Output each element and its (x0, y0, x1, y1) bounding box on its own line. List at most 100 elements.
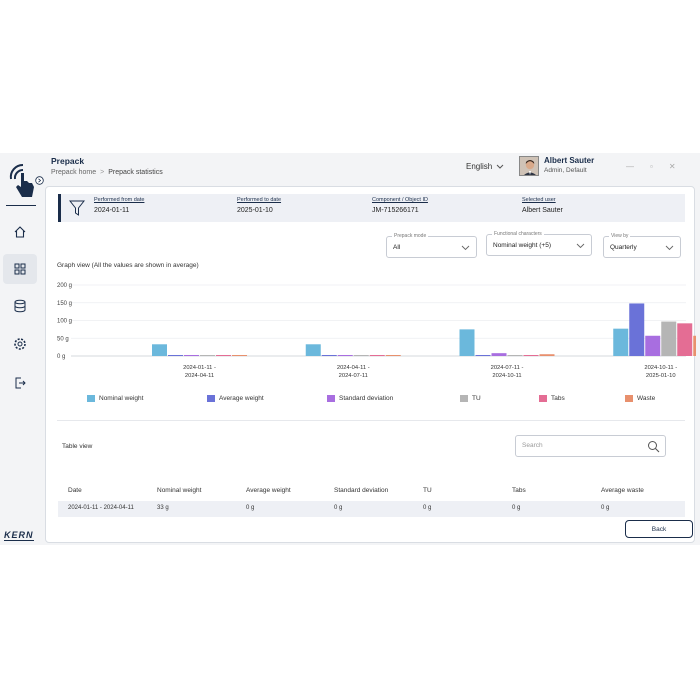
performed-to-label: Performed to date (237, 197, 282, 203)
search-box[interactable] (515, 435, 666, 457)
performed-to: Performed to date 2025-01-10 (237, 197, 281, 214)
view-by-select[interactable]: View by Quarterly (603, 233, 681, 258)
legend-label: Nominal weight (99, 395, 144, 402)
legend-item[interactable]: Average weight (207, 395, 264, 402)
table-cell: 0 g (423, 505, 432, 511)
app-window: KERN Prepack Prepack home > Prepack stat… (0, 153, 700, 545)
legend-item[interactable]: Standard deviation (327, 395, 393, 402)
bar-tu[interactable] (507, 355, 523, 356)
expand-sidebar-icon[interactable] (35, 176, 44, 185)
prepack-mode-label: Prepack mode (392, 233, 429, 239)
bar-tabs[interactable] (369, 355, 385, 356)
chevron-down-icon (576, 243, 585, 249)
nav-dashboard[interactable] (3, 254, 37, 284)
column-header: Average waste (601, 487, 644, 494)
x-tick-label: 2024-10-11 (492, 373, 521, 379)
window-controls: — ▫ ✕ (626, 162, 676, 171)
header: Prepack Prepack home > Prepack statistic… (40, 153, 700, 185)
legend-item[interactable]: Tabs (539, 395, 565, 402)
bar-nominal-weight[interactable] (459, 329, 475, 356)
table-row[interactable]: 2024-01-11 - 2024-04-11 33 g 0 g 0 g 0 g 0 g 0… (58, 501, 685, 517)
chevron-down-icon (496, 164, 504, 169)
component-value: JM-715266171 (372, 207, 419, 214)
functional-characters-select[interactable]: Functional characters Nominal weight (+5… (486, 231, 592, 256)
bar-average-weight[interactable] (475, 355, 491, 356)
column-header: Date (68, 487, 82, 494)
bar-average-weight[interactable] (321, 355, 337, 356)
y-tick-label: 200 g (57, 283, 72, 289)
bar-chart: 200 g 150 g 100 g 50 g 0 g 2024-01-11 - 2024-0… (57, 283, 696, 379)
search-input[interactable] (522, 442, 642, 449)
chart-legend: Nominal weight Average weight Standard dev… (87, 395, 687, 405)
column-header: TU (423, 487, 432, 494)
table-cell: 33 g (157, 505, 169, 511)
filter-funnel-icon[interactable] (69, 199, 85, 217)
user-photo-icon (520, 157, 538, 175)
table-cell: 0 g (246, 505, 255, 511)
bar-waste[interactable] (539, 354, 555, 356)
bar-standard-deviation[interactable] (645, 335, 661, 356)
avatar[interactable] (519, 156, 539, 176)
close-icon[interactable]: ✕ (668, 162, 676, 171)
bar-waste[interactable] (232, 355, 247, 356)
legend-item[interactable]: Nominal weight (87, 395, 143, 402)
bar-waste[interactable] (693, 335, 696, 356)
nav-home[interactable] (8, 220, 32, 244)
table-cell: 0 g (601, 505, 610, 511)
bar-average-weight[interactable] (168, 355, 183, 356)
y-tick-label: 150 g (57, 301, 72, 307)
section-divider (57, 420, 685, 421)
x-tick-label: 2024-04-11 - (337, 365, 370, 371)
brand-logo: KERN (4, 530, 34, 541)
legend-swatch (207, 395, 215, 402)
bar-tu[interactable] (200, 355, 215, 356)
selected-user-value: Albert Sauter (522, 207, 563, 214)
bar-standard-deviation[interactable] (184, 355, 199, 356)
chevron-down-icon (665, 245, 674, 251)
bar-waste[interactable] (385, 355, 401, 356)
y-tick-label: 0 g (57, 354, 65, 360)
table-title: Table view (62, 443, 93, 450)
performed-to-value: 2025-01-10 (237, 207, 273, 214)
database-icon (14, 299, 26, 313)
bar-standard-deviation[interactable] (337, 355, 353, 356)
breadcrumb-home-link[interactable]: Prepack home (51, 169, 97, 176)
language-select[interactable]: English (466, 162, 504, 171)
nav-logout[interactable] (8, 371, 32, 395)
bar-nominal-weight[interactable] (305, 344, 321, 356)
logo-divider (6, 205, 36, 206)
column-header: Nominal weight (157, 487, 202, 494)
nav-settings[interactable] (8, 332, 32, 356)
bar-tabs[interactable] (523, 355, 539, 356)
back-button[interactable]: Back (625, 520, 693, 538)
table-cell: 2024-01-11 - 2024-04-11 (68, 505, 134, 511)
legend-item[interactable]: Waste (625, 395, 655, 402)
legend-label: Standard deviation (339, 395, 394, 402)
breadcrumb-separator-icon: > (100, 169, 105, 176)
bar-average-weight[interactable] (629, 303, 645, 356)
maximize-icon[interactable]: ▫ (650, 162, 653, 171)
functional-characters-label: Functional characters (492, 231, 544, 237)
view-by-label: View by (609, 233, 631, 239)
nav-database[interactable] (8, 294, 32, 318)
selected-user-label: Selected user (522, 197, 556, 203)
settings-gear-icon (14, 338, 26, 350)
bar-nominal-weight[interactable] (613, 328, 629, 356)
bar-nominal-weight[interactable] (152, 344, 167, 356)
statistics-panel: Performed from date 2024-01-11 Performed… (45, 186, 696, 543)
legend-item[interactable]: TU (460, 395, 481, 402)
search-icon[interactable] (647, 440, 660, 453)
x-tick-label: 2024-04-11 (185, 373, 214, 379)
bar-tabs[interactable] (216, 355, 231, 356)
chevron-down-icon (461, 245, 470, 251)
bar-tabs[interactable] (677, 323, 693, 356)
bar-standard-deviation[interactable] (491, 353, 507, 356)
user-role: Admin, Default (544, 167, 587, 174)
minimize-icon[interactable]: — (626, 162, 634, 171)
bar-tu[interactable] (661, 321, 677, 356)
table-cell: 0 g (334, 505, 343, 511)
prepack-mode-select[interactable]: Prepack mode All (386, 233, 477, 258)
language-label: English (466, 162, 493, 171)
legend-label: Waste (637, 395, 656, 402)
bar-tu[interactable] (353, 355, 369, 356)
